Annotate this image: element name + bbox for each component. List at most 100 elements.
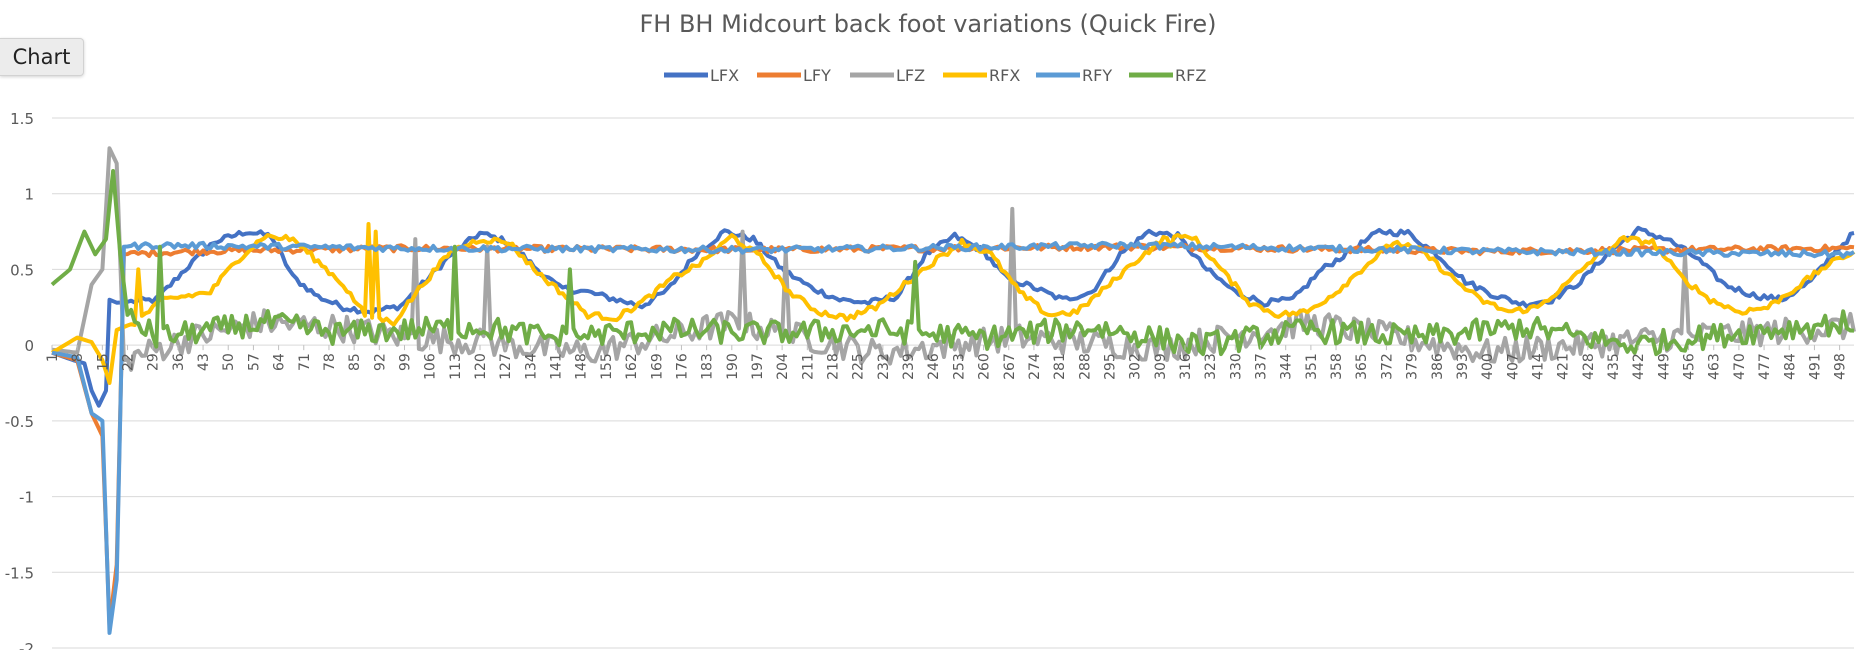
x-tick-label: 281	[1052, 353, 1068, 380]
legend-item-rfy: RFY	[1036, 66, 1112, 85]
legend-item-rfx: RFX	[943, 66, 1020, 85]
x-tick-label: 400	[1480, 353, 1496, 380]
x-tick-label: 456	[1682, 353, 1698, 380]
x-tick-label: 358	[1329, 353, 1345, 380]
x-tick-label: 428	[1581, 353, 1597, 380]
y-tick-label: 0	[24, 337, 34, 355]
x-tick-label: 316	[1178, 353, 1194, 380]
x-tick-label: 134	[523, 353, 539, 380]
legend-label: RFZ	[1175, 66, 1206, 85]
x-tick-label: 351	[1304, 353, 1320, 380]
x-tick-label: 71	[297, 353, 313, 371]
y-tick-label: -0.5	[5, 413, 34, 431]
x-tick-label: 141	[549, 353, 565, 380]
x-tick-label: 99	[397, 353, 413, 371]
x-tick-label: 253	[951, 353, 967, 380]
x-tick-label: 15	[95, 353, 111, 371]
x-tick-label: 288	[1077, 353, 1093, 380]
legend-label: LFY	[803, 66, 831, 85]
chart-tab[interactable]: Chart	[0, 38, 84, 76]
legend-label: RFX	[989, 66, 1020, 85]
x-tick-label: 120	[473, 353, 489, 380]
x-tick-label: 463	[1707, 353, 1723, 380]
legend-item-lfz: LFZ	[850, 66, 925, 85]
x-tick-label: 232	[876, 353, 892, 380]
x-tick-label: 491	[1807, 353, 1823, 380]
x-tick-label: 162	[624, 353, 640, 380]
x-tick-label: 197	[750, 353, 766, 380]
x-tick-label: 449	[1656, 353, 1672, 380]
x-tick-label: 246	[926, 353, 942, 380]
x-tick-label: 22	[121, 353, 137, 371]
x-tick-label: 29	[146, 353, 162, 371]
series-line-lfx	[51, 225, 1855, 408]
y-tick-label: -2	[19, 640, 34, 650]
x-tick-label: 386	[1430, 353, 1446, 380]
x-tick-label: 113	[448, 353, 464, 380]
x-tick-label: 36	[171, 353, 187, 371]
x-tick-label: 372	[1379, 353, 1395, 380]
x-tick-label: 176	[674, 353, 690, 380]
chart-legend: LFX LFY LFZ RFX RFY RFZ	[664, 66, 1206, 85]
chart-title: FH BH Midcourt back foot variations (Qui…	[639, 10, 1216, 38]
x-tick-label: 302	[1128, 353, 1144, 380]
x-tick-label: 50	[221, 353, 237, 371]
x-tick-label: 442	[1631, 353, 1647, 380]
legend-item-lfx: LFX	[664, 66, 739, 85]
series-line-rfz	[50, 169, 1855, 357]
y-tick-label: 1.5	[10, 110, 34, 128]
x-tick-label: 337	[1254, 353, 1270, 380]
x-tick-label: 155	[599, 353, 615, 380]
x-tick-label: 414	[1530, 353, 1546, 380]
x-tick-label: 330	[1228, 353, 1244, 380]
x-tick-label: 498	[1833, 353, 1849, 380]
x-tick-label: 260	[977, 353, 993, 380]
x-tick-label: 470	[1732, 353, 1748, 380]
x-tick-label: 64	[272, 353, 288, 371]
x-tick-label: 183	[700, 353, 716, 380]
series-line-rfy	[51, 240, 1855, 635]
gridlines	[52, 117, 1854, 649]
x-tick-label: 85	[347, 353, 363, 371]
x-tick-label: 204	[775, 353, 791, 380]
x-tick-label: 484	[1782, 353, 1798, 380]
y-tick-label: 0.5	[10, 261, 34, 279]
x-tick-label: 8	[70, 353, 86, 362]
x-tick-label: 309	[1153, 353, 1169, 380]
x-tick-label: 211	[800, 353, 816, 380]
x-tick-label: 323	[1203, 353, 1219, 380]
x-tick-label: 225	[851, 353, 867, 380]
x-tick-label: 274	[1027, 353, 1043, 380]
y-tick-label: -1	[19, 489, 34, 507]
x-tick-label: 295	[1102, 353, 1118, 380]
x-tick-label: 421	[1556, 353, 1572, 380]
legend-label: LFZ	[896, 66, 925, 85]
x-tick-label: 435	[1606, 353, 1622, 380]
x-tick-label: 267	[1002, 353, 1018, 380]
x-tick-label: 218	[826, 353, 842, 380]
legend-item-rfz: RFZ	[1129, 66, 1206, 85]
series-lines	[50, 146, 1856, 635]
y-tick-label: -1.5	[5, 564, 34, 582]
x-tick-label: 57	[246, 353, 262, 371]
x-tick-label: 393	[1455, 353, 1471, 380]
legend-label: RFY	[1082, 66, 1112, 85]
x-tick-label: 1	[45, 353, 61, 362]
x-tick-label: 92	[372, 353, 388, 371]
x-tick-label: 344	[1279, 353, 1295, 380]
legend-item-lfy: LFY	[757, 66, 831, 85]
y-tick-label: 1	[24, 186, 34, 204]
x-tick-label: 127	[498, 353, 514, 380]
x-tick-label: 477	[1757, 353, 1773, 380]
legend-label: LFX	[710, 66, 739, 85]
x-axis-ticks: 1 8 15 22 29 36 43 50 57 64 71 78 85 92 99 106 113 120 127…	[45, 345, 1849, 380]
x-tick-label: 78	[322, 353, 338, 371]
y-axis-ticks: 1.5 1 0.5 0 -0.5 -1 -1.5 -2	[5, 110, 34, 650]
x-tick-label: 43	[196, 353, 212, 371]
x-tick-label: 365	[1354, 353, 1370, 380]
x-tick-label: 148	[574, 353, 590, 380]
x-tick-label: 106	[423, 353, 439, 380]
x-tick-label: 169	[649, 353, 665, 380]
x-tick-label: 407	[1505, 353, 1521, 380]
